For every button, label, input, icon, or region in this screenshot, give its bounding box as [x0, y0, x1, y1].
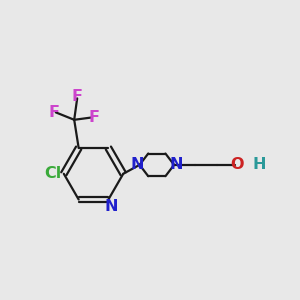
Text: N: N [130, 158, 144, 172]
Text: O: O [230, 158, 244, 172]
Text: N: N [104, 199, 118, 214]
Text: F: F [49, 105, 60, 120]
Text: H: H [252, 158, 266, 172]
Text: F: F [72, 88, 83, 104]
Text: N: N [170, 158, 183, 172]
Text: F: F [88, 110, 99, 125]
Text: Cl: Cl [44, 166, 61, 181]
